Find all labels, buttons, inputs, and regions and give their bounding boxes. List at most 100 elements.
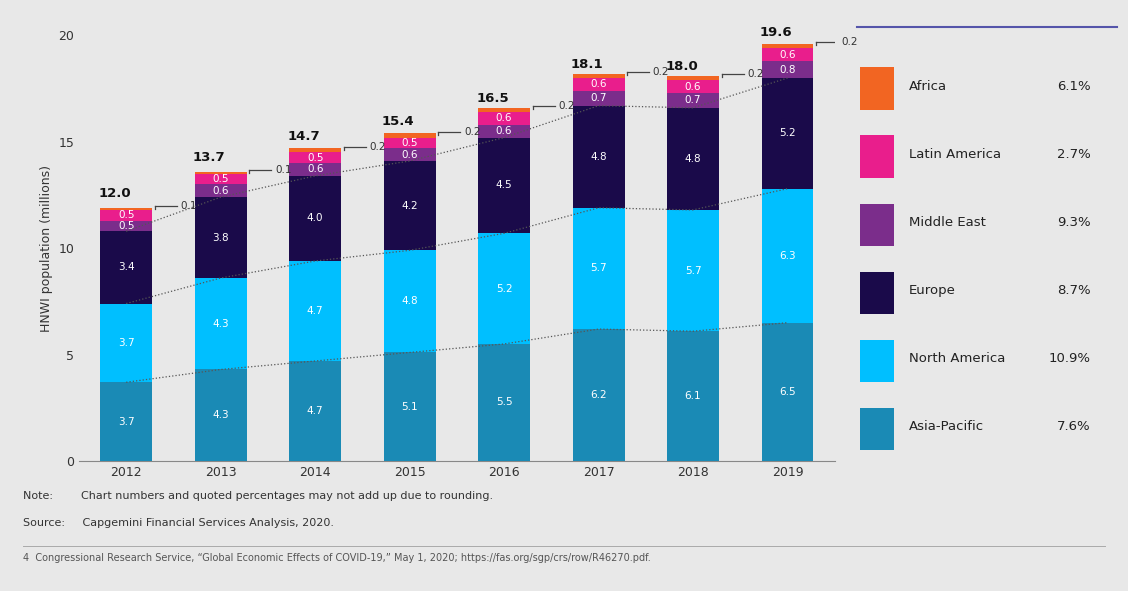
Text: 16.5: 16.5 bbox=[476, 92, 509, 105]
Bar bbox=[761, 78, 813, 189]
Text: 5.1: 5.1 bbox=[402, 402, 417, 412]
Text: 3.7: 3.7 bbox=[118, 417, 134, 427]
FancyBboxPatch shape bbox=[860, 67, 893, 110]
Text: 2.7%: 2.7% bbox=[1057, 148, 1091, 161]
Text: 10.9%: 10.9% bbox=[1049, 352, 1091, 365]
Bar bbox=[667, 76, 719, 80]
Bar bbox=[573, 91, 625, 106]
Text: 0.7: 0.7 bbox=[685, 95, 702, 105]
Text: 3.4: 3.4 bbox=[118, 262, 134, 272]
Text: 9.3%: 9.3% bbox=[1057, 216, 1091, 229]
Bar bbox=[667, 210, 719, 331]
Bar bbox=[384, 134, 435, 138]
Text: 4  Congressional Research Service, “Global Economic Effects of COVID-19,” May 1,: 4 Congressional Research Service, “Globa… bbox=[23, 553, 651, 563]
Bar bbox=[478, 125, 530, 138]
Text: 4.0: 4.0 bbox=[307, 213, 324, 223]
Text: 0.2: 0.2 bbox=[841, 37, 858, 47]
Bar bbox=[478, 112, 530, 125]
FancyBboxPatch shape bbox=[860, 340, 893, 382]
Bar bbox=[100, 208, 152, 210]
Text: 5.7: 5.7 bbox=[590, 264, 607, 274]
Bar bbox=[573, 74, 625, 78]
Text: 6.1%: 6.1% bbox=[1057, 80, 1091, 93]
Text: 3.7: 3.7 bbox=[118, 338, 134, 348]
Text: Note:        Chart numbers and quoted percentages may not add up due to rounding: Note: Chart numbers and quoted percentag… bbox=[23, 491, 493, 501]
Text: 6.5: 6.5 bbox=[779, 387, 795, 397]
Text: Latin America: Latin America bbox=[909, 148, 1002, 161]
Text: 0.6: 0.6 bbox=[685, 82, 702, 92]
Text: 0.2: 0.2 bbox=[748, 69, 764, 79]
Text: 0.6: 0.6 bbox=[779, 50, 795, 60]
Text: 0.6: 0.6 bbox=[590, 79, 607, 89]
FancyBboxPatch shape bbox=[860, 272, 893, 314]
Bar bbox=[195, 171, 247, 174]
Text: 6.1: 6.1 bbox=[685, 391, 702, 401]
Bar bbox=[478, 344, 530, 461]
Bar bbox=[478, 138, 530, 233]
Text: Africa: Africa bbox=[909, 80, 948, 93]
Bar bbox=[761, 323, 813, 461]
Text: 0.2: 0.2 bbox=[653, 67, 669, 77]
Text: 19.6: 19.6 bbox=[759, 25, 792, 38]
Bar bbox=[289, 152, 341, 163]
Text: 4.7: 4.7 bbox=[307, 306, 324, 316]
Text: 0.6: 0.6 bbox=[212, 186, 229, 196]
Text: 18.1: 18.1 bbox=[571, 57, 603, 70]
Bar bbox=[100, 382, 152, 461]
Bar bbox=[384, 148, 435, 161]
Text: Asia-Pacific: Asia-Pacific bbox=[909, 420, 985, 433]
Text: 5.2: 5.2 bbox=[779, 128, 795, 138]
Y-axis label: HNWI population (millions): HNWI population (millions) bbox=[39, 165, 53, 332]
Text: 4.3: 4.3 bbox=[212, 319, 229, 329]
Text: 4.8: 4.8 bbox=[590, 152, 607, 162]
Text: 5.7: 5.7 bbox=[685, 265, 702, 275]
Bar bbox=[289, 361, 341, 461]
Text: 5.5: 5.5 bbox=[496, 398, 512, 407]
Text: 13.7: 13.7 bbox=[193, 151, 226, 164]
Bar bbox=[100, 210, 152, 220]
Text: 0.5: 0.5 bbox=[118, 221, 134, 231]
Text: 15.4: 15.4 bbox=[381, 115, 414, 128]
FancyBboxPatch shape bbox=[860, 135, 893, 178]
Text: 0.5: 0.5 bbox=[402, 138, 417, 148]
Text: 0.5: 0.5 bbox=[307, 153, 324, 163]
Text: 4.7: 4.7 bbox=[307, 406, 324, 416]
Bar bbox=[289, 176, 341, 261]
Text: 0.1: 0.1 bbox=[275, 165, 291, 175]
Bar bbox=[289, 163, 341, 176]
Text: 0.8: 0.8 bbox=[779, 64, 795, 74]
Text: 0.6: 0.6 bbox=[496, 113, 512, 124]
Bar bbox=[195, 174, 247, 184]
Text: 0.2: 0.2 bbox=[558, 101, 575, 111]
Text: 4.5: 4.5 bbox=[496, 180, 512, 190]
Text: 3.8: 3.8 bbox=[212, 233, 229, 242]
Bar bbox=[573, 329, 625, 461]
Bar bbox=[761, 44, 813, 48]
Bar bbox=[667, 93, 719, 108]
Bar bbox=[761, 61, 813, 78]
Bar bbox=[667, 108, 719, 210]
FancyBboxPatch shape bbox=[860, 408, 893, 450]
Text: 0.6: 0.6 bbox=[496, 126, 512, 136]
Text: 12.0: 12.0 bbox=[98, 187, 131, 200]
Text: 0.5: 0.5 bbox=[118, 210, 134, 220]
Bar bbox=[478, 233, 530, 344]
Bar bbox=[384, 161, 435, 251]
Bar bbox=[478, 108, 530, 112]
Bar bbox=[667, 80, 719, 93]
Text: Europe: Europe bbox=[909, 284, 957, 297]
Text: 4.8: 4.8 bbox=[402, 297, 417, 306]
Bar bbox=[761, 48, 813, 61]
Text: 4.2: 4.2 bbox=[402, 201, 417, 210]
FancyBboxPatch shape bbox=[860, 203, 893, 246]
Bar bbox=[195, 197, 247, 278]
Text: Middle East: Middle East bbox=[909, 216, 986, 229]
Text: North America: North America bbox=[909, 352, 1005, 365]
Bar bbox=[100, 304, 152, 382]
Bar bbox=[195, 278, 247, 369]
Bar bbox=[384, 138, 435, 148]
Text: 0.1: 0.1 bbox=[180, 201, 197, 211]
Bar bbox=[384, 251, 435, 352]
Bar bbox=[667, 331, 719, 461]
Bar bbox=[761, 189, 813, 323]
